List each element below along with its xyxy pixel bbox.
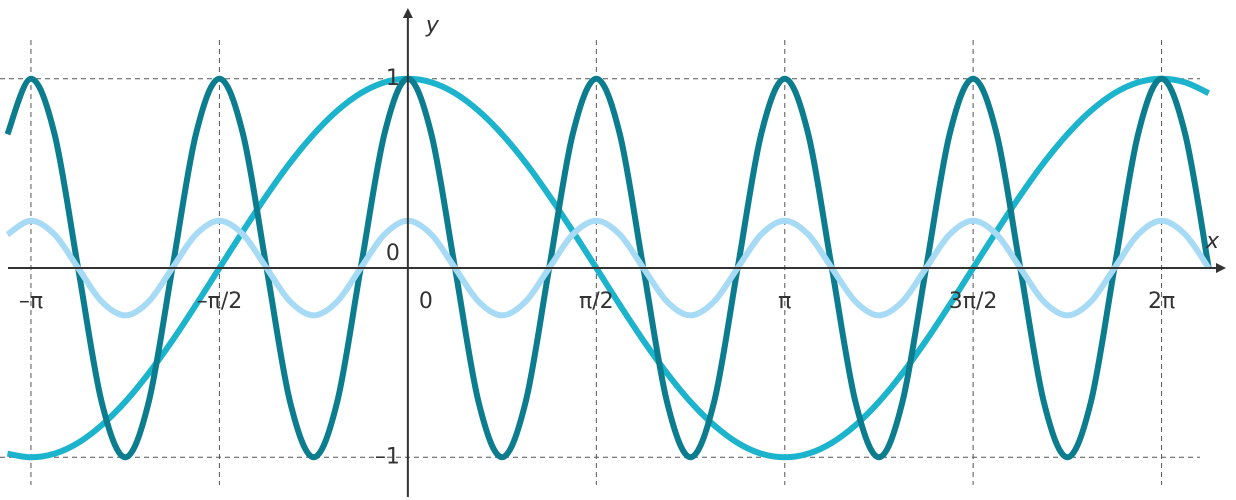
- y-tick-label: 1: [386, 66, 400, 91]
- x-tick-label: 0: [419, 289, 433, 314]
- x-axis-label: x: [1205, 229, 1220, 254]
- y-tick-label: 0: [386, 241, 400, 266]
- x-tick-label: –π/2: [197, 289, 243, 314]
- x-tick-label: –π: [19, 289, 43, 314]
- y-axis-label: y: [425, 13, 440, 38]
- x-tick-label: 2π: [1148, 289, 1175, 314]
- curve: [5, 217, 1212, 319]
- y-tick-label: –1: [375, 444, 400, 469]
- x-tick-label: π/2: [579, 289, 614, 314]
- x-tick-label: 3π/2: [949, 289, 998, 314]
- curve: [4, 75, 1212, 461]
- x-tick-label: π: [778, 289, 791, 314]
